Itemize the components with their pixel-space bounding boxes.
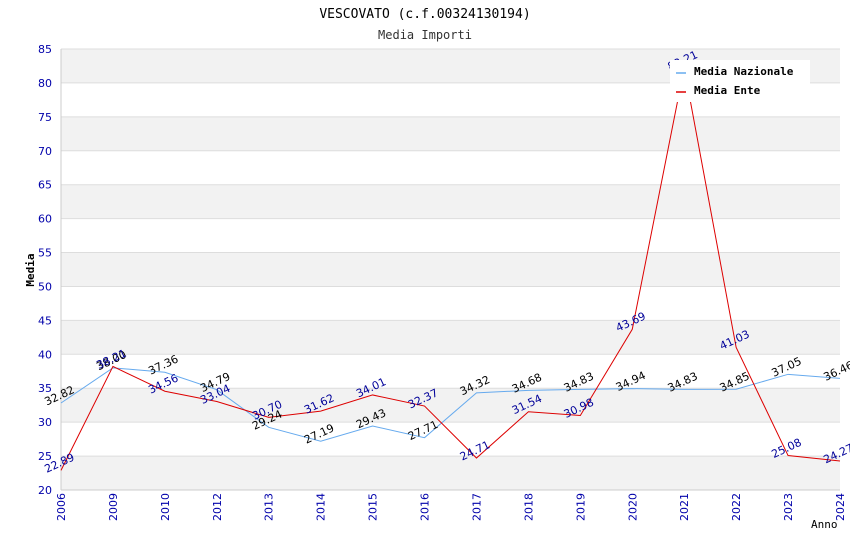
y-tick-label: 70 xyxy=(38,145,52,158)
x-tick-label: 2018 xyxy=(522,493,535,521)
y-tick-label: 40 xyxy=(38,348,52,361)
grid-band xyxy=(61,286,840,321)
x-tick-label: 2017 xyxy=(470,493,483,521)
grid-band xyxy=(61,388,840,423)
grid-band xyxy=(61,252,840,287)
x-tick-label: 2013 xyxy=(263,493,276,521)
y-tick-label: 45 xyxy=(38,314,52,327)
x-tick-label: 2010 xyxy=(159,493,172,521)
x-tick-label: 2023 xyxy=(782,493,795,521)
grid-lines xyxy=(61,48,840,491)
grid-band xyxy=(61,218,840,253)
legend-box xyxy=(670,60,810,102)
y-tick-label: 75 xyxy=(38,111,52,124)
grid-band xyxy=(61,184,840,219)
y-tick-label: 20 xyxy=(38,484,52,497)
chart-subtitle: Media Importi xyxy=(378,28,472,42)
y-tick-label: 65 xyxy=(38,179,52,192)
legend-label-ente: Media Ente xyxy=(694,84,761,97)
series-layer xyxy=(60,67,841,471)
x-tick-label: 2012 xyxy=(211,493,224,521)
x-tick-label: 2020 xyxy=(626,493,639,521)
legend: Media Nazionale Media Ente xyxy=(670,60,810,102)
x-axis-label: Anno xyxy=(811,518,838,531)
grid-band xyxy=(61,422,840,457)
x-tick-label: 2015 xyxy=(367,493,380,521)
axes: 20 25 30 35 40 45 50 55 60 65 70 75 80 85 2006 2009 2010… xyxy=(38,43,847,521)
grid-band xyxy=(61,150,840,185)
y-tick-label: 55 xyxy=(38,247,52,260)
x-tick-label: 2022 xyxy=(730,493,743,521)
y-tick-label: 50 xyxy=(38,280,52,293)
x-tick-label: 2024 xyxy=(834,493,847,521)
y-tick-label: 85 xyxy=(38,43,52,56)
chart-title: VESCOVATO (c.f.00324130194) xyxy=(319,7,530,22)
grid-bands xyxy=(61,49,840,490)
grid-band xyxy=(61,320,840,355)
y-tick-label: 35 xyxy=(38,382,52,395)
grid-band xyxy=(61,116,840,151)
y-tick-label: 60 xyxy=(38,213,52,226)
x-tick-label: 2019 xyxy=(574,493,587,521)
x-tick-label: 2006 xyxy=(55,493,68,521)
grid-band xyxy=(61,456,840,490)
x-tick-label: 2014 xyxy=(315,493,328,521)
y-axis-label: Media xyxy=(24,253,37,286)
y-tick-label: 30 xyxy=(38,416,52,429)
x-tick-label: 2016 xyxy=(419,493,432,521)
series-line-nazionale xyxy=(60,367,841,442)
grid-band xyxy=(61,354,840,389)
x-tick-label: 2009 xyxy=(107,493,120,521)
x-tick-label: 2021 xyxy=(678,493,691,521)
y-tick-label: 25 xyxy=(38,450,52,463)
y-tick-label: 80 xyxy=(38,77,52,90)
series-line-ente xyxy=(60,67,841,471)
legend-label-nazionale: Media Nazionale xyxy=(694,65,794,78)
